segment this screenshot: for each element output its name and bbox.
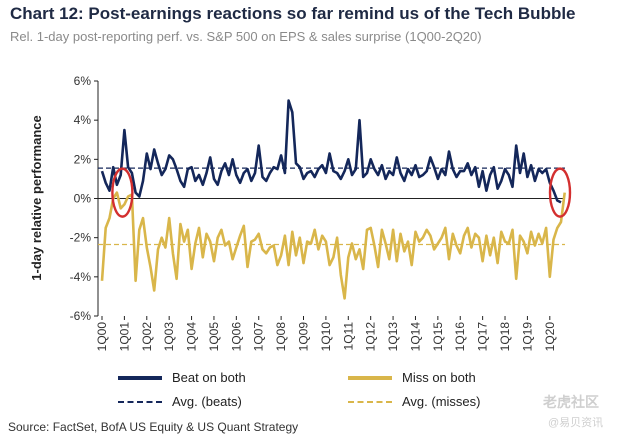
y-tick-label: 2% [74, 152, 92, 166]
x-tick-label: 1Q04 [185, 322, 199, 352]
x-tick-label: 1Q00 [95, 322, 109, 352]
series-layer [100, 99, 566, 300]
legend-label-avg-beats: Avg. (beats) [172, 394, 242, 409]
legend-item-beat: Beat on both [118, 370, 246, 385]
x-tick-label: 1Q15 [431, 322, 445, 352]
legend-label-beat: Beat on both [172, 370, 246, 385]
series-line-miss [100, 191, 566, 300]
annotation-circle-2q20 [548, 167, 572, 218]
x-tick-label: 1Q11 [341, 322, 355, 351]
x-tick-label: 1Q14 [408, 322, 422, 352]
legend-item-avg-misses: Avg. (misses) [348, 394, 481, 409]
legend-swatch-avg-misses [348, 400, 392, 403]
x-tick-label: 1Q08 [274, 322, 288, 352]
source-note: Source: FactSet, BofA US Equity & US Qua… [8, 420, 299, 434]
annotation-circle-1q01 [111, 167, 134, 218]
legend-swatch-beat [118, 375, 162, 380]
legend-swatch-miss [348, 375, 392, 380]
legend-label-avg-misses: Avg. (misses) [402, 394, 481, 409]
legend-label-miss: Miss on both [402, 370, 476, 385]
x-tick-label: 1Q07 [252, 322, 266, 352]
x-tick-label: 1Q02 [140, 322, 154, 352]
legend-swatch-avg-beats [118, 400, 162, 403]
y-tick-label: -6% [70, 309, 92, 323]
x-tick-label: 1Q17 [476, 322, 490, 352]
x-tick-label: 1Q05 [207, 322, 221, 352]
x-tick-label: 1Q18 [498, 322, 512, 352]
x-tick-label: 1Q10 [319, 322, 333, 352]
x-tick-label: 1Q13 [386, 322, 400, 352]
series-line-beat [100, 99, 562, 204]
legend-item-avg-beats: Avg. (beats) [118, 394, 242, 409]
y-tick-label: -4% [70, 270, 92, 284]
y-axis-title: 1-day relative performance [29, 115, 44, 280]
watermark-handle: @易贝资讯 [548, 417, 604, 429]
x-tick-label: 1Q06 [229, 322, 243, 352]
x-tick-label: 1Q01 [117, 322, 131, 352]
x-tick-label: 1Q03 [162, 322, 176, 352]
legend-item-miss: Miss on both [348, 370, 476, 385]
y-tick-label: 0% [74, 192, 92, 206]
x-tick-label: 1Q19 [520, 322, 534, 352]
annotations-layer [111, 167, 572, 218]
chart-title: Chart 12: Post-earnings reactions so far… [10, 4, 576, 23]
y-tick-label: 6% [74, 74, 92, 88]
watermark-logo: 老虎社区 [543, 394, 599, 410]
y-tick-label: 4% [74, 113, 92, 127]
y-tick-label: -2% [70, 231, 92, 245]
x-tick-label: 1Q16 [453, 322, 467, 352]
x-tick-label: 1Q09 [297, 322, 311, 352]
chart-subtitle: Rel. 1-day post-reporting perf. vs. S&P … [10, 29, 482, 44]
x-tick-label: 1Q12 [364, 322, 378, 352]
axes-layer: 6% 4% 2% 0% -2% -4% -6%1Q00 1Q01 1Q02 1Q03 1Q04 1Q0… [70, 74, 565, 351]
x-tick-label: 1Q20 [543, 322, 557, 352]
